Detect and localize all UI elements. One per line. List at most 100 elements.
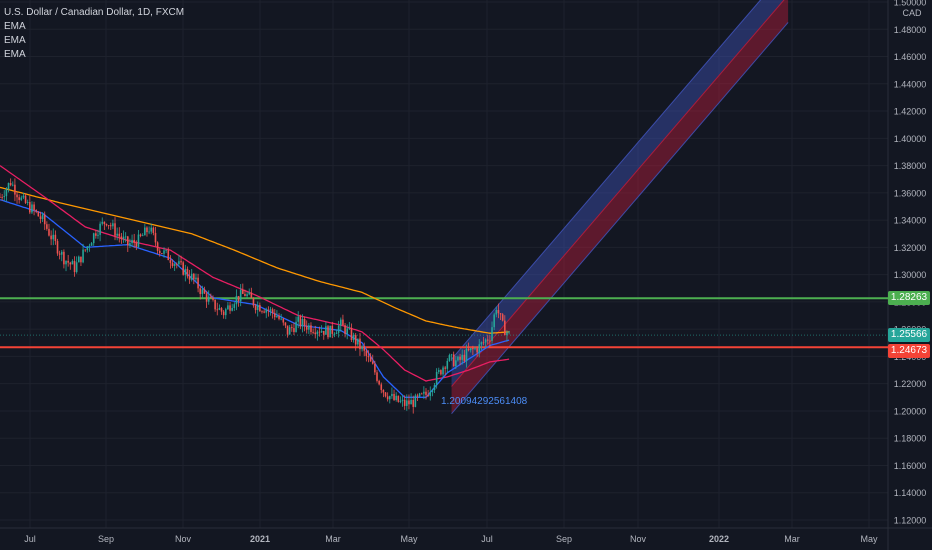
candle-body [501,314,504,321]
candle-body [474,348,476,350]
price-tick-label: 1.40000 [894,134,927,144]
price-tick-label: 1.42000 [894,107,927,117]
candle-body [335,332,338,334]
candle-body [329,325,331,338]
candle-body [478,344,481,353]
candle-body [482,342,485,344]
time-tick-label: Sep [98,534,114,544]
candle-body [408,400,410,405]
candle-body [261,311,263,313]
candle-body [365,350,368,356]
candle-body [197,277,199,289]
candle-body [446,360,449,369]
legend-symbol[interactable]: U.S. Dollar / Canadian Dollar, 1D, FXCM [4,7,185,18]
candle-body [95,233,97,236]
candle-body [295,321,297,333]
price-tick-label: 1.22000 [894,379,927,389]
candle-body [161,253,163,254]
candle-body [224,309,227,316]
candles [0,178,510,414]
candle-body [286,325,289,335]
candle-body [297,316,299,322]
candle-body [256,305,259,311]
candle-body [459,356,461,360]
candle-body [476,348,478,353]
candle-body [416,395,419,397]
candle-body [97,234,99,236]
candle-body [508,331,510,333]
candle-body [69,262,72,265]
candle-body [205,293,208,302]
candle-body [120,236,123,240]
candle-body [150,227,153,232]
channel-line [451,0,762,360]
candle-body [50,235,52,240]
candle-body [193,273,195,280]
candle-body [109,225,112,227]
candle-body [92,233,95,244]
price-tag-red: 1.24673 [888,344,930,358]
candle-body [363,346,366,351]
candle-body [480,342,483,345]
candle-body [158,250,161,254]
candle-body [420,393,423,395]
candle-body [425,391,427,395]
candle-body [60,251,63,255]
candle-body [237,295,240,302]
candle-body [433,385,436,391]
candle-body [75,262,78,273]
channel-line [451,0,785,387]
candle-body [376,372,378,381]
candle-body [39,216,42,220]
legend-ema-2[interactable]: EMA [4,35,26,46]
candle-body [99,223,101,235]
legend-ema-1[interactable]: EMA [4,21,26,32]
price-tag-green: 1.28263 [888,291,930,305]
candle-body [139,234,142,236]
candle-body [144,227,146,236]
candle-body [393,393,395,401]
candle-body [26,202,29,203]
candle-body [216,309,219,311]
candle-body [203,289,206,294]
candle-body [305,325,308,330]
candle-body [124,236,127,238]
candle-body [280,318,282,320]
channel-line [451,22,789,414]
legend-ema-3[interactable]: EMA [4,49,26,60]
candle-body [252,298,255,306]
candle-body [276,316,278,318]
horizontal-levels[interactable] [0,297,888,349]
candle-body [201,289,204,294]
candle-body [491,327,493,341]
candle-body [218,308,221,310]
candle-body [133,239,135,243]
candle-body [220,308,223,312]
time-tick-label: Sep [556,534,572,544]
candle-body [291,327,293,329]
candle-body [37,211,40,217]
candle-body [489,340,491,342]
candle-body [499,313,502,315]
candle-body [18,197,20,200]
candle-body [472,348,474,350]
price-tick-label: 1.36000 [894,188,927,198]
candle-body [90,243,93,246]
time-axis: Jul Sep Nov 2021 Mar May Jul Sep Nov 2022 Mar May [24,534,878,544]
regression-channel[interactable] [451,0,789,414]
candle-body [418,393,421,397]
candle-body [235,295,238,305]
time-tick-label: 2021 [250,534,270,544]
candle-body [401,399,404,401]
candle-body [391,393,393,397]
candle-body [188,276,191,280]
candle-body [7,183,10,190]
candle-body [141,235,144,237]
candle-body [167,250,170,261]
candle-body [233,304,236,308]
candle-body [269,309,272,311]
candle-body [357,338,359,345]
candle-body [148,231,150,233]
candle-body [46,224,48,229]
